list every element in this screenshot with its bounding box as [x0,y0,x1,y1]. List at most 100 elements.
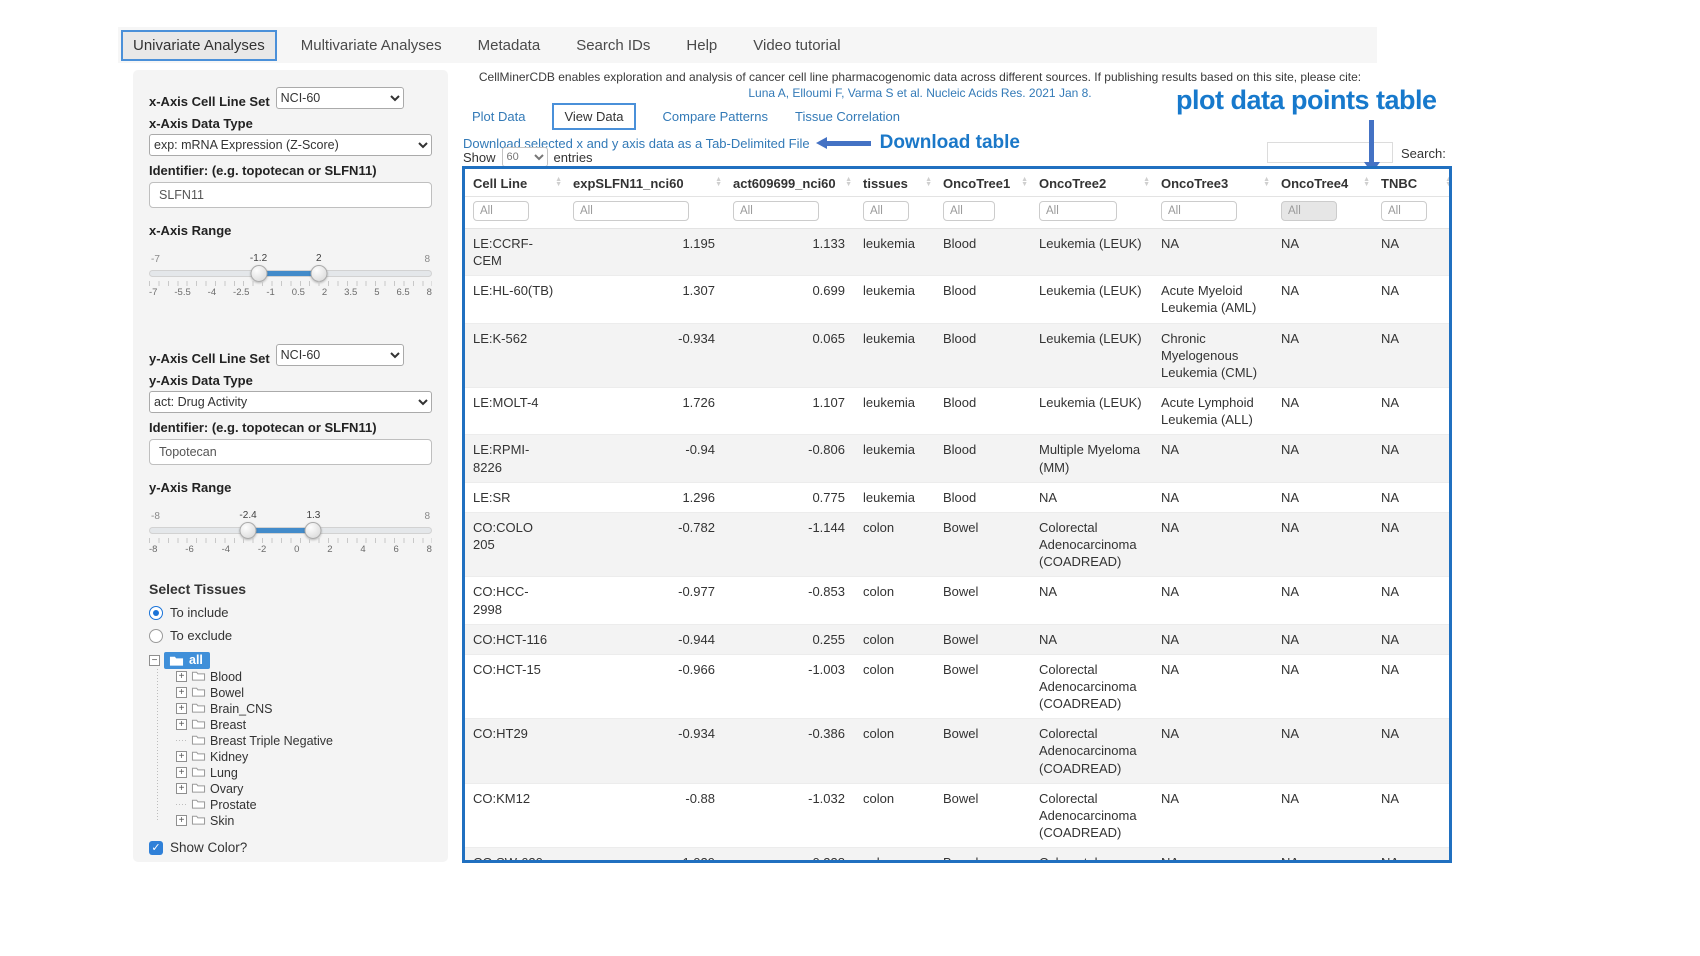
y-axis-range-slider[interactable]: -88-2.41.3-8-6-4-202468 [149,511,432,557]
tree-item-kidney[interactable]: +Kidney [176,749,432,764]
tree-expand-icon[interactable]: + [176,687,187,698]
table-row[interactable]: LE:RPMI-8226-0.94-0.806leukemiaBloodMult… [465,435,1452,482]
radio-option-to-exclude[interactable]: To exclude [149,628,432,643]
slider-tick-labels: -8-6-4-202468 [149,544,432,555]
slider-handle-to[interactable] [305,522,322,539]
tree-item-bowel[interactable]: +Bowel [176,685,432,700]
sort-icon[interactable]: ▲▼ [555,177,562,187]
column-header-cell-line[interactable]: Cell Line▲▼ [465,169,565,197]
sort-icon[interactable]: ▲▼ [1021,177,1028,187]
radio-to-exclude-icon[interactable] [149,629,163,643]
sort-icon[interactable]: ▲▼ [1263,177,1270,187]
table-row[interactable]: LE:K-562-0.9340.065leukemiaBloodLeukemia… [465,323,1452,387]
view-tab-plot-data[interactable]: Plot Data [472,109,525,124]
citation-link[interactable]: Luna A, Elloumi F, Varma S et al. Nuclei… [748,86,1091,100]
tree-expand-icon[interactable]: + [176,751,187,762]
table-row[interactable]: CO:HCT-116-0.9440.255colonBowelNANANANA [465,624,1452,654]
sort-icon[interactable]: ▲▼ [1363,177,1370,187]
nav-tab-multivariate-analyses[interactable]: Multivariate Analyses [289,30,454,61]
slider-handle-from[interactable] [240,522,257,539]
table-row[interactable]: CO:HCT-15-0.966-1.003colonBowelColorecta… [465,654,1452,718]
filter-input-act609699-nci60[interactable] [733,201,819,221]
table-row[interactable]: LE:MOLT-41.7261.107leukemiaBloodLeukemia… [465,388,1452,435]
filter-input-cell-line[interactable] [473,201,529,221]
filter-input-oncotree4[interactable] [1281,201,1337,221]
filter-input-tissues[interactable] [863,201,909,221]
sort-icon[interactable]: ▲▼ [925,177,932,187]
tree-collapse-icon[interactable]: − [149,655,160,666]
column-header-oncotree4[interactable]: OncoTree4▲▼ [1273,169,1373,197]
search-input[interactable] [1267,142,1393,163]
tree-item-ovary[interactable]: +Ovary [176,781,432,796]
tree-expand-icon[interactable]: + [176,767,187,778]
table-row[interactable]: CO:HCC-2998-0.977-0.853colonBowelNANANAN… [465,577,1452,624]
x-axis-range-slider[interactable]: -78-1.22-7-5.5-4-2.5-10.523.556.58 [149,254,432,300]
sort-icon[interactable]: ▲▼ [1445,177,1452,187]
nav-tab-metadata[interactable]: Metadata [466,30,553,61]
filter-input-oncotree2[interactable] [1039,201,1117,221]
cell-oncotree1: Bowel [935,512,1031,576]
y-axis-identifier-input[interactable] [149,439,432,465]
tree-item-prostate[interactable]: Prostate [176,797,432,812]
x-axis-cell-line-set-select[interactable]: NCI-60 [276,87,404,109]
cell-act609699-nci60: -0.853 [725,577,855,624]
plot-data-points-annotation: plot data points table [1176,85,1437,116]
tree-item-breast-triple-negative[interactable]: Breast Triple Negative [176,733,432,748]
tree-expand-icon[interactable]: + [176,671,187,682]
table-row[interactable]: CO:KM12-0.88-1.032colonBowelColorectal A… [465,783,1452,847]
tree-item-brain-cns[interactable]: +Brain_CNS [176,701,432,716]
tree-item-lung[interactable]: +Lung [176,765,432,780]
view-tab-compare-patterns[interactable]: Compare Patterns [663,109,769,124]
filter-input-oncotree3[interactable] [1161,201,1237,221]
nav-tab-help[interactable]: Help [674,30,729,61]
sort-icon[interactable]: ▲▼ [845,177,852,187]
filter-input-oncotree1[interactable] [943,201,995,221]
tree-expand-icon[interactable]: + [176,719,187,730]
slider-handle-to[interactable] [310,265,327,282]
cell-cell-line: LE:SR [465,482,565,512]
nav-tab-search-ids[interactable]: Search IDs [564,30,662,61]
filter-input-tnbc[interactable] [1381,201,1427,221]
y-axis-cell-line-set-select[interactable]: NCI-60 [276,344,404,366]
show-color-checkbox[interactable]: ✓ [149,841,163,855]
tree-expand-icon[interactable]: + [176,783,187,794]
y-axis-identifier-label: Identifier: (e.g. topotecan or SLFN11) [149,420,432,435]
tree-item-skin[interactable]: +Skin [176,813,432,828]
tree-item-label: Breast [210,718,246,732]
x-axis-data-type-select[interactable]: exp: mRNA Expression (Z-Score) [149,134,432,156]
radio-to-include-icon[interactable] [149,606,163,620]
x-axis-identifier-input[interactable] [149,182,432,208]
table-row[interactable]: CO:COLO 205-0.782-1.144colonBowelColorec… [465,512,1452,576]
sort-icon[interactable]: ▲▼ [1143,177,1150,187]
entries-select[interactable]: 60 [502,147,548,167]
tree-item-blood[interactable]: +Blood [176,669,432,684]
radio-option-to-include[interactable]: To include [149,605,432,620]
column-header-tissues[interactable]: tissues▲▼ [855,169,935,197]
table-row[interactable]: LE:HL-60(TB)1.3070.699leukemiaBloodLeuke… [465,276,1452,323]
column-header-oncotree1[interactable]: OncoTree1▲▼ [935,169,1031,197]
y-axis-data-type-select[interactable]: act: Drug Activity [149,391,432,413]
tree-root-all[interactable]: −all [149,653,432,668]
sort-desc-icon: ▼ [1445,182,1452,187]
table-row[interactable]: LE:CCRF-CEM1.1951.133leukemiaBloodLeukem… [465,229,1452,276]
column-header-tnbc[interactable]: TNBC▲▼ [1373,169,1452,197]
view-tab-tissue-correlation[interactable]: Tissue Correlation [795,109,900,124]
column-header-act609699-nci60[interactable]: act609699_nci60▲▼ [725,169,855,197]
table-row[interactable]: CO:HT29-0.934-0.386colonBowelColorectal … [465,719,1452,783]
nav-tab-video-tutorial[interactable]: Video tutorial [741,30,852,61]
table-row[interactable]: LE:SR1.2960.775leukemiaBloodNANANANA [465,482,1452,512]
tree-item-breast[interactable]: + Breast [176,717,432,732]
view-tab-view-data[interactable]: View Data [552,103,635,130]
filter-input-expslfn11-nci60[interactable] [573,201,689,221]
column-header-expslfn11-nci60[interactable]: expSLFN11_nci60▲▼ [565,169,725,197]
column-header-oncotree2[interactable]: OncoTree2▲▼ [1031,169,1153,197]
tree-expand-icon[interactable]: + [176,815,187,826]
nav-tab-univariate-analyses[interactable]: Univariate Analyses [121,30,277,61]
slider-tick-label: -6 [185,544,193,555]
table-row[interactable]: CO:SW-620-1.0290.238colonBowelColorectal… [465,848,1452,863]
column-header-oncotree3[interactable]: OncoTree3▲▼ [1153,169,1273,197]
sort-desc-icon: ▼ [715,182,722,187]
sort-icon[interactable]: ▲▼ [715,177,722,187]
slider-handle-from[interactable] [250,265,267,282]
tree-expand-icon[interactable]: + [176,703,187,714]
